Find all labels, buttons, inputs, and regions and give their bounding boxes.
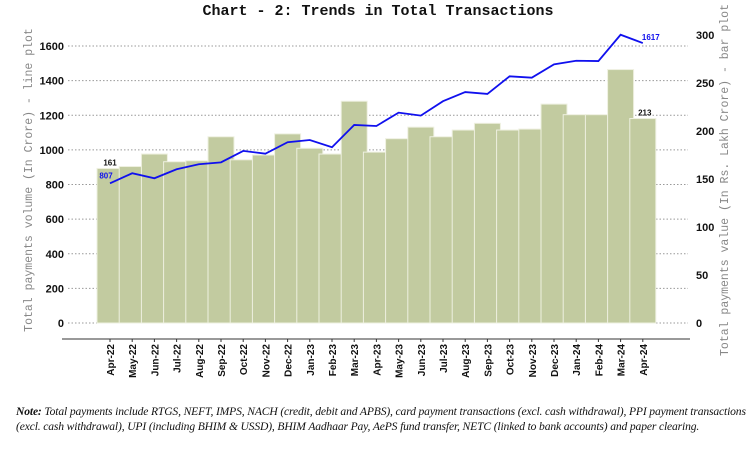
y-tick-label: 1400 bbox=[40, 76, 64, 88]
x-tick-label: Oct-22 bbox=[239, 344, 250, 376]
x-tick-label: Jan-23 bbox=[306, 344, 317, 376]
x-tick-label: Nov-23 bbox=[528, 344, 539, 378]
x-tick-label: Apr-24 bbox=[639, 344, 650, 376]
y2-tick-label: 0 bbox=[696, 318, 702, 330]
x-tick-label: Sep-22 bbox=[217, 344, 228, 377]
bar bbox=[207, 136, 235, 324]
line-data-label: 1617 bbox=[642, 33, 660, 42]
bar bbox=[118, 166, 146, 324]
x-tick-label: Mar-23 bbox=[350, 344, 361, 377]
note-label: Note: bbox=[16, 405, 42, 418]
y2-tick-label: 250 bbox=[696, 78, 714, 90]
y-tick-label: 800 bbox=[46, 180, 64, 192]
chart-title: Chart - 2: Trends in Total Transactions bbox=[202, 3, 554, 20]
x-tick-label: Jul-23 bbox=[439, 344, 450, 373]
bar bbox=[229, 159, 257, 324]
y-tick-label: 600 bbox=[46, 214, 64, 226]
y2-tick-label: 200 bbox=[696, 126, 714, 138]
bar bbox=[584, 114, 612, 324]
bar bbox=[163, 161, 191, 324]
y2-tick-label: 150 bbox=[696, 174, 714, 186]
chart-svg: 0 200 400 600 800 1000 1200 1400 1600 0 50 100 150 20… bbox=[23, 4, 732, 378]
bar bbox=[562, 114, 590, 324]
x-tick-label: May-23 bbox=[395, 344, 406, 378]
x-tick-label: Sep-23 bbox=[483, 344, 494, 377]
x-tick-label: Dec-22 bbox=[284, 344, 295, 377]
y-tick-label: 1000 bbox=[40, 145, 64, 157]
x-tick-label: Oct-23 bbox=[506, 344, 517, 376]
y2-tick-label: 100 bbox=[696, 222, 714, 234]
bar bbox=[518, 128, 546, 324]
bar bbox=[385, 138, 413, 324]
bar-data-label: 213 bbox=[638, 109, 652, 118]
x-tick-label: Nov-22 bbox=[261, 344, 272, 378]
x-tick-label: Apr-23 bbox=[372, 344, 383, 376]
y-tick-label: 1200 bbox=[40, 110, 64, 122]
y-tick-label: 1600 bbox=[40, 41, 64, 53]
y2-tick-label: 300 bbox=[696, 30, 714, 42]
bar bbox=[451, 129, 479, 324]
y2-tick-label: 50 bbox=[696, 270, 708, 282]
x-tick-label: Jan-24 bbox=[572, 344, 583, 376]
x-tick-label: Feb-23 bbox=[328, 344, 339, 377]
x-tick-label: Jun-23 bbox=[417, 344, 428, 377]
y2-axis-label: Total payments value (In Rs. Lakh Crore)… bbox=[719, 4, 732, 356]
bar bbox=[607, 69, 635, 324]
x-tick-label: Mar-24 bbox=[617, 344, 628, 377]
x-tick-label: Dec-23 bbox=[550, 344, 561, 377]
footnote: Note: Total payments include RTGS, NEFT,… bbox=[16, 404, 751, 434]
y-tick-label: 400 bbox=[46, 249, 64, 261]
bar bbox=[540, 103, 568, 324]
x-tick-label: Feb-24 bbox=[594, 344, 605, 377]
x-tick-label: Aug-22 bbox=[195, 344, 206, 378]
y-tick-label: 200 bbox=[46, 283, 64, 295]
bar bbox=[340, 100, 368, 324]
bar bbox=[473, 122, 501, 324]
bar bbox=[429, 136, 457, 324]
bar bbox=[629, 118, 657, 324]
bar bbox=[296, 147, 324, 324]
note-text: Total payments include RTGS, NEFT, IMPS,… bbox=[16, 405, 746, 433]
x-tick-label: Apr-22 bbox=[106, 344, 117, 376]
y-axis-label: Total payments volume (In Crore) - line … bbox=[23, 28, 36, 332]
y-tick-label: 0 bbox=[58, 318, 64, 330]
x-tick-label: Jun-22 bbox=[150, 344, 161, 377]
line-data-label: 807 bbox=[99, 171, 113, 180]
bar bbox=[185, 160, 213, 324]
bar bbox=[140, 153, 168, 324]
x-tick-label: Jul-22 bbox=[173, 344, 184, 373]
x-tick-label: Aug-23 bbox=[461, 344, 472, 378]
bar bbox=[407, 126, 435, 324]
x-tick-label: May-22 bbox=[128, 344, 139, 378]
bar-data-label: 161 bbox=[103, 158, 117, 167]
